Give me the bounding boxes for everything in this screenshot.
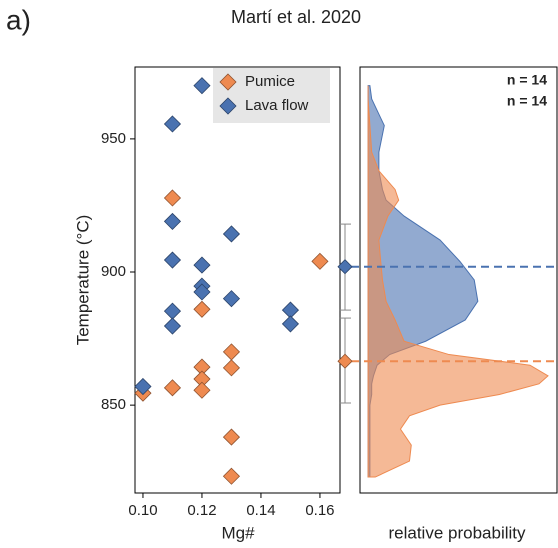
data-point [193, 381, 211, 399]
x-tick-label: 0.10 [128, 502, 157, 519]
y-tick-label: 900 [101, 263, 126, 280]
x-tick-label: 0.16 [305, 502, 334, 519]
x-axis-label: Mg# [221, 523, 255, 542]
mean-marker [337, 353, 353, 369]
data-point [193, 283, 211, 301]
data-point [311, 252, 329, 270]
data-point [222, 290, 241, 308]
density-area [367, 85, 549, 478]
chart-title: Martí et al. 2020 [231, 7, 361, 27]
data-point [163, 379, 182, 397]
data-point [222, 467, 241, 485]
panel-label: a) [6, 4, 31, 35]
data-point [281, 315, 300, 333]
data-point [222, 428, 241, 446]
data-point [222, 225, 241, 243]
y-tick-label: 950 [101, 130, 126, 147]
data-point [163, 302, 182, 320]
data-point [163, 189, 182, 207]
plot-frame [359, 66, 558, 494]
mean-marker [337, 259, 353, 275]
data-point [222, 343, 241, 361]
data-point [193, 256, 211, 274]
count-label: n = 14 [507, 72, 547, 88]
data-point [163, 251, 182, 269]
data-point [222, 359, 241, 377]
data-point [163, 115, 182, 133]
legend-marker [219, 73, 237, 91]
y-axis-label: Temperature (°C) [73, 215, 92, 346]
x-tick-label: 0.12 [187, 502, 216, 519]
data-point [134, 377, 152, 396]
x-axis-label: relative probability [388, 523, 526, 542]
count-label: n = 14 [507, 93, 547, 109]
legend-label: Lava flow [245, 97, 309, 114]
plot-frame [134, 66, 341, 494]
data-point [193, 77, 211, 95]
data-point [163, 212, 182, 230]
y-tick-label: 850 [101, 396, 126, 413]
legend-box [213, 68, 330, 123]
legend-marker [219, 97, 237, 115]
data-point [163, 317, 182, 335]
data-point [193, 300, 211, 318]
x-tick-label: 0.14 [246, 502, 275, 519]
legend-label: Pumice [245, 73, 295, 90]
